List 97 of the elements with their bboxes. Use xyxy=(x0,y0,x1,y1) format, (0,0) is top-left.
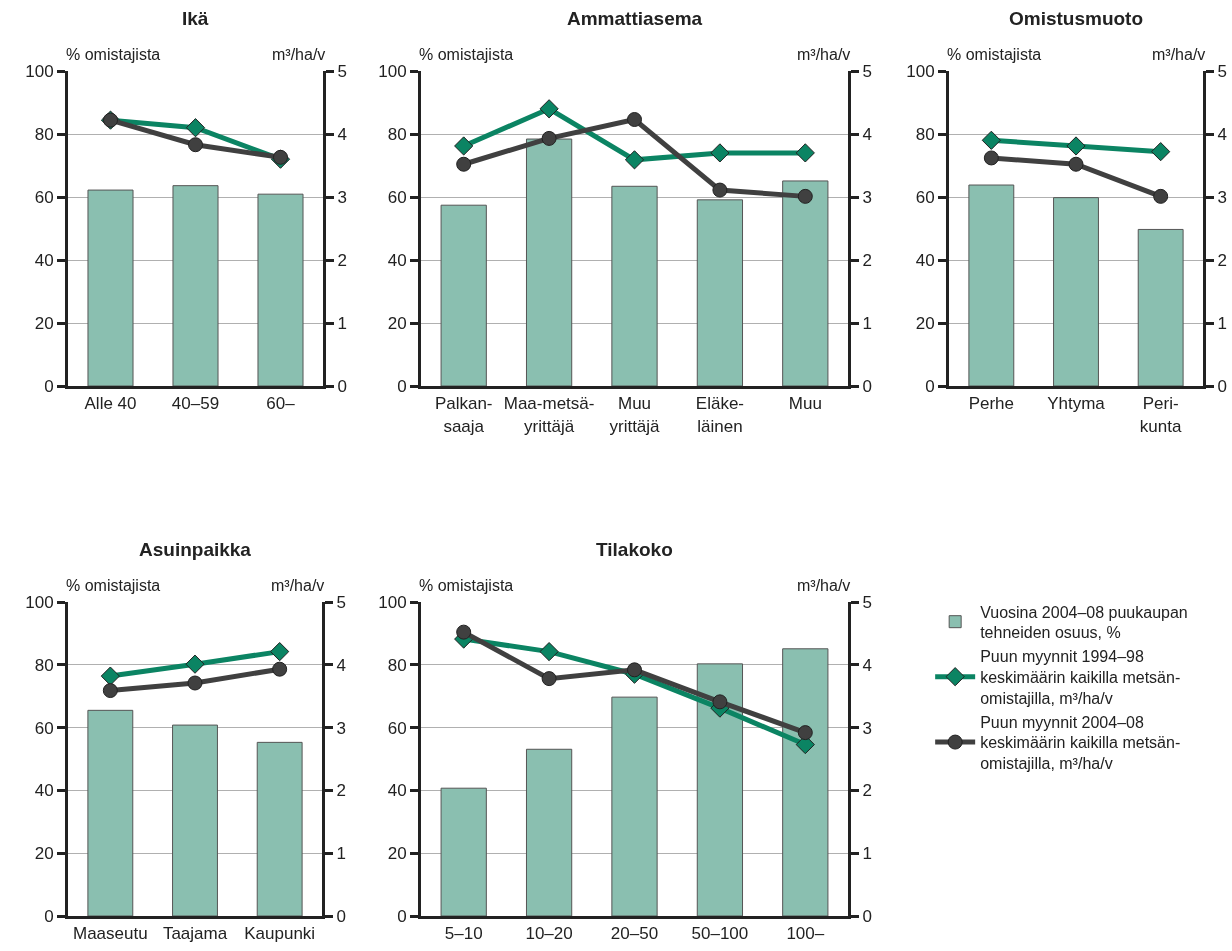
y2-tick-label: 3 xyxy=(336,718,346,738)
y-tick-label: 40 xyxy=(915,250,935,270)
y-tick-label: 60 xyxy=(915,187,935,207)
y2-tick-label: 4 xyxy=(1217,124,1227,144)
y2-tick-label: 2 xyxy=(862,250,872,270)
x-tick-label: 10–20 xyxy=(525,924,573,944)
y2-tick-label: 0 xyxy=(862,906,872,926)
x-tick-label: 5–10 xyxy=(444,924,483,944)
y-tick-label: 100 xyxy=(378,592,407,612)
y-axis-title: % omistajista xyxy=(947,46,1042,63)
y-tick-label: 80 xyxy=(387,124,407,144)
y2-tick-label: 3 xyxy=(337,187,347,207)
y-axis-title: % omistajista xyxy=(419,46,514,63)
y-tick-label: 100 xyxy=(25,592,54,612)
y-tick-label: 40 xyxy=(387,781,407,801)
y-tick-label: 60 xyxy=(387,718,407,738)
y-tick-label: 60 xyxy=(34,718,54,738)
x-tick-label: Perhe xyxy=(968,394,1015,414)
y-tick-label: 80 xyxy=(915,124,935,144)
y2-axis-title: m³/ha/v xyxy=(272,46,326,63)
y2-tick-label: 2 xyxy=(337,250,347,270)
y-tick-label: 100 xyxy=(906,61,935,81)
y2-tick-label: 0 xyxy=(336,906,346,926)
y2-tick-label: 5 xyxy=(337,61,347,81)
x-tick-label: Kaupunki xyxy=(244,924,316,944)
y2-tick-label: 3 xyxy=(1217,187,1227,207)
y-tick-label: 20 xyxy=(34,844,54,864)
legend-label: Puun myynnit 2004–08 keskimäärin kaikilla metsän- omistajilla, m³/ha/v xyxy=(980,713,1181,773)
y2-tick-label: 0 xyxy=(862,376,872,396)
y2-axis-title: m³/ha/v xyxy=(797,46,851,63)
legend-label: Puun myynnit 1994–98 keskimäärin kaikilla metsän- omistajilla, m³/ha/v xyxy=(980,648,1181,707)
x-tick-label: 20–50 xyxy=(610,924,659,944)
x-tick-label: Palkan- saaja xyxy=(434,394,493,436)
y-tick-label: 100 xyxy=(25,61,54,81)
y-tick-label: 20 xyxy=(387,313,407,333)
chart-title: Tilakoko xyxy=(596,539,673,560)
y-tick-label: 80 xyxy=(34,124,54,144)
y-tick-label: 0 xyxy=(397,376,407,396)
x-tick-label: Taajama xyxy=(162,924,228,944)
y-tick-label: 20 xyxy=(387,844,407,864)
y-tick-label: 100 xyxy=(378,61,407,81)
y2-tick-label: 5 xyxy=(862,592,872,612)
y-tick-label: 0 xyxy=(44,906,54,926)
y2-tick-label: 4 xyxy=(337,124,347,144)
y2-tick-label: 1 xyxy=(336,844,346,864)
y2-tick-label: 0 xyxy=(1217,376,1227,396)
y-tick-label: 0 xyxy=(44,376,54,396)
chart-title: Ammattiasema xyxy=(567,8,703,29)
y2-tick-label: 0 xyxy=(337,376,347,396)
y2-tick-label: 3 xyxy=(862,718,872,738)
y2-tick-label: 1 xyxy=(337,313,347,333)
chart-title: Ikä xyxy=(182,8,209,29)
y2-axis-title: m³/ha/v xyxy=(797,577,851,594)
y2-tick-label: 4 xyxy=(336,655,346,675)
x-tick-label: 40–59 xyxy=(171,394,220,414)
y-axis-title: % omistajista xyxy=(66,46,161,63)
x-tick-label: 50–100 xyxy=(691,924,749,944)
y-axis-title: % omistajista xyxy=(66,577,161,594)
x-tick-label: 60– xyxy=(266,394,296,414)
x-tick-label: Maa-metsä- yrittäjä xyxy=(503,394,595,436)
y-tick-label: 0 xyxy=(925,376,935,396)
y-axis-title: % omistajista xyxy=(419,577,514,594)
y-tick-label: 0 xyxy=(397,906,407,926)
y-tick-label: 80 xyxy=(34,655,54,675)
y2-tick-label: 2 xyxy=(1217,250,1227,270)
y2-tick-label: 3 xyxy=(862,187,872,207)
y2-tick-label: 2 xyxy=(862,781,872,801)
y2-tick-label: 1 xyxy=(862,844,872,864)
y-tick-label: 20 xyxy=(915,313,935,333)
x-tick-label: Eläke- läinen xyxy=(695,394,744,436)
y-tick-label: 40 xyxy=(34,781,54,801)
y2-axis-title: m³/ha/v xyxy=(271,577,325,594)
x-tick-label: Maaseutu xyxy=(72,924,148,944)
x-tick-label: Alle 40 xyxy=(84,394,137,414)
y2-tick-label: 4 xyxy=(862,655,872,675)
x-tick-label: Yhtyma xyxy=(1047,394,1106,414)
chart-title: Omistusmuoto xyxy=(1009,8,1144,29)
x-tick-label: Peri- kunta xyxy=(1139,394,1183,436)
x-tick-label: Muu yrittäjä xyxy=(609,394,661,436)
legend-label: Vuosina 2004–08 puukaupan tehneiden osuus, % xyxy=(980,603,1188,642)
y-tick-label: 60 xyxy=(387,187,407,207)
y2-tick-label: 5 xyxy=(1217,61,1227,81)
y2-tick-label: 1 xyxy=(862,313,872,333)
x-tick-label: 100– xyxy=(786,924,825,944)
y2-tick-label: 4 xyxy=(862,124,872,144)
y2-axis-title: m³/ha/v xyxy=(1152,46,1206,63)
y-tick-label: 60 xyxy=(34,187,54,207)
y2-tick-label: 5 xyxy=(336,592,346,612)
y-tick-label: 80 xyxy=(387,655,407,675)
y2-tick-label: 1 xyxy=(1217,313,1227,333)
y-tick-label: 40 xyxy=(34,250,54,270)
y-tick-label: 40 xyxy=(387,250,407,270)
y2-tick-label: 5 xyxy=(862,61,872,81)
y-tick-label: 20 xyxy=(34,313,54,333)
chart-title: Asuinpaikka xyxy=(139,539,252,560)
x-tick-label: Muu xyxy=(788,394,822,414)
y2-tick-label: 2 xyxy=(336,781,346,801)
